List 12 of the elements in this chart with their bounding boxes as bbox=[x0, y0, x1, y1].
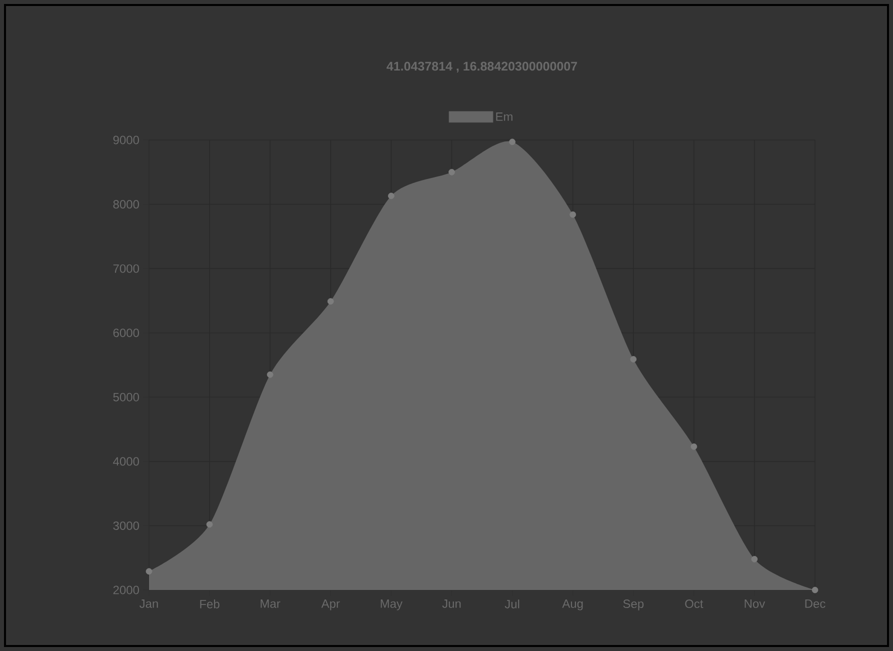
point bbox=[266, 371, 274, 378]
point bbox=[630, 356, 637, 362]
point bbox=[146, 568, 152, 575]
point bbox=[388, 192, 394, 200]
point bbox=[327, 298, 334, 305]
point bbox=[812, 586, 818, 594]
point bbox=[206, 521, 213, 528]
point bbox=[570, 211, 576, 218]
point bbox=[509, 138, 516, 146]
point bbox=[448, 168, 455, 176]
point bbox=[690, 443, 698, 450]
point bbox=[751, 556, 758, 562]
